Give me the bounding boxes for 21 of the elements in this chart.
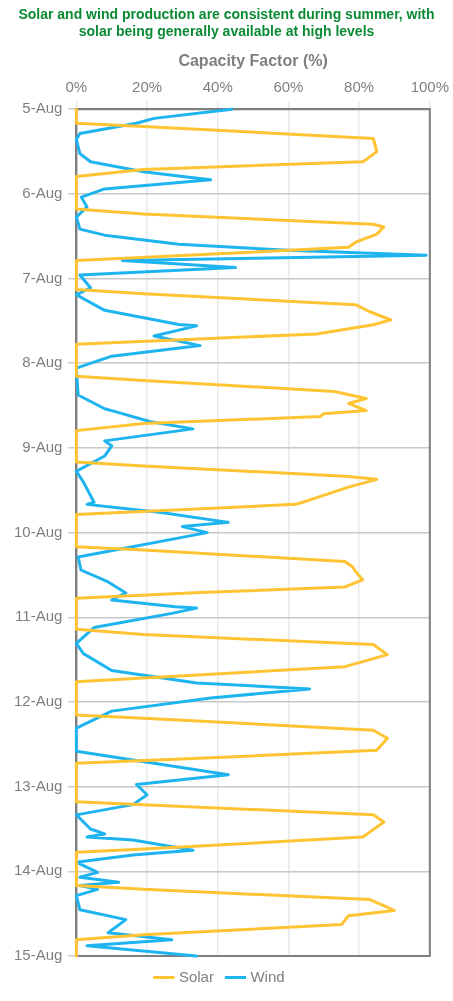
x-tick-label: 20% — [132, 78, 163, 96]
x-tick-label: 100% — [410, 78, 450, 96]
x-tick-label: 0% — [65, 78, 88, 96]
x-tick-label: 80% — [344, 78, 375, 96]
y-tick-label: 12-Aug — [13, 692, 63, 710]
y-tick-label: 11-Aug — [15, 607, 63, 625]
y-tick-label: 9-Aug — [22, 438, 63, 456]
legend-label: Solar — [178, 967, 214, 985]
y-tick-label: 10-Aug — [13, 522, 63, 540]
y-tick-label: 15-Aug — [13, 946, 63, 964]
x-tick-label: 40% — [202, 78, 233, 96]
x-axis-title: Capacity Factor (%) — [178, 52, 328, 70]
y-tick-label: 5-Aug — [22, 99, 63, 117]
y-tick-label: 14-Aug — [13, 861, 63, 879]
y-tick-label: 7-Aug — [22, 268, 63, 286]
legend-label: Wind — [250, 967, 285, 985]
y-tick-label: 6-Aug — [22, 184, 63, 202]
y-tick-label: 8-Aug — [22, 353, 63, 371]
y-tick-label: 13-Aug — [13, 776, 63, 794]
text: Solar and wind production are consistent during summer, with solar being generally available at high levels — [18, 5, 435, 39]
x-tick-label: 60% — [273, 78, 304, 96]
